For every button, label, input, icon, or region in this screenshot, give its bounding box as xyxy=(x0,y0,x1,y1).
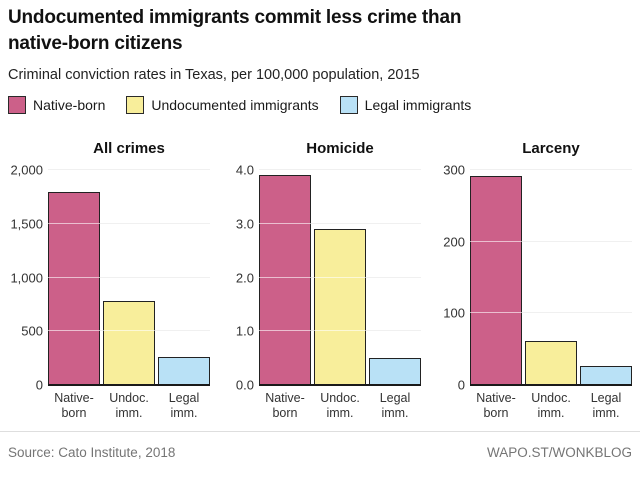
gridline xyxy=(48,330,210,332)
bar-undoc-imm- xyxy=(103,301,155,385)
legend-item-native-born: Native-born xyxy=(8,96,105,114)
gridline xyxy=(470,169,632,170)
y-tick-label: 0.0 xyxy=(235,377,254,393)
y-axis: 0.0 1.0 2.0 3.0 4.0 xyxy=(219,164,259,392)
x-axis-labels: Native- born Undoc. imm. Legal imm. xyxy=(470,391,632,421)
gridline xyxy=(259,222,421,224)
y-axis: 0 500 1,000 1,500 2,000 xyxy=(8,164,48,392)
x-axis-line xyxy=(259,383,421,386)
gridline xyxy=(48,222,210,224)
y-tick-label: 1.0 xyxy=(235,323,254,339)
chart-title: All crimes xyxy=(93,140,165,157)
chart-legend: Native-born Undocumented immigrants Lega… xyxy=(8,96,632,114)
chart-footer: Source: Cato Institute, 2018 WAPO.ST/WON… xyxy=(0,430,640,477)
page-title: Undocumented immigrants commit less crim… xyxy=(8,5,632,57)
legend-item-legal: Legal immigrants xyxy=(339,96,472,114)
bar-native-born xyxy=(48,191,100,385)
bars-group xyxy=(259,170,421,385)
plot-area xyxy=(470,169,632,386)
x-axis-labels: Native- born Undoc. imm. Legal imm. xyxy=(48,391,210,421)
title-line-1: Undocumented immigrants commit less crim… xyxy=(8,7,462,28)
x-tick-label: Legal imm. xyxy=(379,391,411,420)
x-tick-label: Native- born xyxy=(54,391,94,420)
gridline xyxy=(259,330,421,332)
gridline xyxy=(48,276,210,278)
bar-slot xyxy=(580,170,632,385)
gridline xyxy=(470,312,632,314)
credit-note: WAPO.ST/WONKBLOG xyxy=(486,444,632,460)
x-tick-label: Undoc. imm. xyxy=(109,391,149,420)
y-tick-label: 500 xyxy=(21,323,43,339)
bar-legalimm- xyxy=(369,358,421,385)
y-tick-label: 200 xyxy=(443,234,465,250)
gridline xyxy=(259,276,421,278)
bar-slot xyxy=(103,170,155,385)
gridline xyxy=(48,169,210,170)
chart-subtitle: Criminal conviction rates in Texas, per … xyxy=(8,67,420,83)
bar-slot xyxy=(369,170,421,385)
plot-area xyxy=(259,169,421,386)
x-tick-label: Undoc. imm. xyxy=(320,391,360,420)
y-tick-label: 4.0 xyxy=(235,162,254,178)
y-tick-label: 3.0 xyxy=(235,216,254,232)
x-tick-label: Legal imm. xyxy=(168,391,200,420)
legend-item-undocumented: Undocumented immigrants xyxy=(126,96,319,114)
y-tick-label: 2,000 xyxy=(10,162,43,178)
legend-label: Legal immigrants xyxy=(364,97,472,113)
bar-slot xyxy=(48,170,100,385)
chart-card-inner: Undocumented immigrants commit less crim… xyxy=(8,5,632,421)
plot-area xyxy=(48,169,210,386)
bar-undoc-imm- xyxy=(314,229,366,385)
y-tick-label: 100 xyxy=(443,305,465,321)
bar-native-born xyxy=(259,175,311,385)
y-tick-label: 0 xyxy=(35,377,43,393)
bar-slot xyxy=(259,170,311,385)
x-tick-label: Native- born xyxy=(476,391,516,420)
chart-homicide: Homicide 0.0 1.0 2.0 3.0 4.0 Native- born Und… xyxy=(219,140,421,421)
y-tick-label: 1,500 xyxy=(10,216,43,232)
bar-undoc-imm- xyxy=(525,341,577,385)
bar-native-born xyxy=(470,176,522,385)
y-tick-label: 300 xyxy=(443,162,465,178)
chart-title: Homicide xyxy=(306,140,374,157)
y-tick-label: 2.0 xyxy=(235,270,254,285)
chart-larceny: Larceny 0 100 200 300 Native- born Undoc. im… xyxy=(430,140,632,421)
x-tick-label: Undoc. imm. xyxy=(531,391,571,420)
legend-label: Undocumented immigrants xyxy=(151,97,319,113)
legend-swatch-legal xyxy=(339,96,358,114)
gridline xyxy=(259,169,421,170)
bar-slot xyxy=(525,170,577,385)
bar-slot xyxy=(158,170,210,385)
legend-label: Native-born xyxy=(33,97,106,113)
legend-swatch-undocumented xyxy=(126,96,145,114)
y-tick-label: 1,000 xyxy=(10,270,43,285)
x-axis-line xyxy=(470,383,632,386)
x-tick-label: Legal imm. xyxy=(590,391,622,420)
y-tick-label: 0 xyxy=(457,377,465,393)
x-axis-labels: Native- born Undoc. imm. Legal imm. xyxy=(259,391,421,421)
charts-row: All crimes 0 500 1,000 1,500 2,000 Native- b… xyxy=(8,140,632,421)
legend-swatch-native-born xyxy=(8,96,26,114)
title-line-2: native-born citizens xyxy=(8,33,183,54)
bar-slot xyxy=(314,170,366,385)
bar-legalimm- xyxy=(158,356,210,385)
y-axis: 0 100 200 300 xyxy=(430,164,470,392)
source-note: Source: Cato Institute, 2018 xyxy=(8,444,176,460)
gridline xyxy=(470,240,632,242)
x-axis-line xyxy=(48,383,210,386)
bars-group xyxy=(48,170,210,385)
bar-legalimm- xyxy=(580,365,632,385)
bars-group xyxy=(470,170,632,385)
chart-all-crimes: All crimes 0 500 1,000 1,500 2,000 Native- b… xyxy=(8,140,210,421)
x-tick-label: Native- born xyxy=(265,391,305,420)
chart-title: Larceny xyxy=(522,140,580,157)
bar-slot xyxy=(470,170,522,385)
